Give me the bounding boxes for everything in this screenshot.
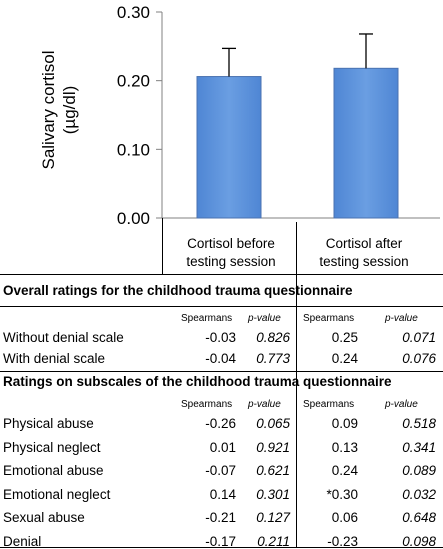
y-tick-label: 0.00 [117,209,150,228]
header-spearmans-2: Spearmans [303,313,355,324]
pvalue-after: 0.071 [402,330,436,345]
row-label: Sexual abuse [3,510,85,525]
spearmans-before: -0.07 [205,463,236,478]
pvalue-after: 0.341 [402,439,436,455]
bar-before [196,76,262,219]
section-subscale-title: Ratings on subscales of the childhood tr… [3,374,392,389]
pvalue-before: 0.127 [256,510,290,525]
spearmans-before: -0.17 [205,533,236,549]
y-tick-label: 0.20 [117,72,150,91]
spearmans-after: *0.30 [326,486,358,502]
header-pvalue-3: p-value [248,399,281,410]
spearmans-after: 0.06 [331,510,358,525]
pvalue-after: 0.032 [402,486,436,502]
category-label-after: Cortisol after testing session [300,235,428,271]
section-overall-title: Overall ratings for the childhood trauma… [3,283,353,298]
column-divider [296,222,297,548]
rule-bottom [0,547,443,548]
header-pvalue-4: p-value [385,399,418,410]
category-label-before-line1: Cortisol before [187,236,275,251]
spearmans-after: -0.23 [327,533,358,549]
y-axis-label-line2: (µg/dl) [60,86,79,135]
pvalue-before: 0.065 [256,416,290,431]
header-pvalue-2: p-value [385,313,418,324]
chart-table-left-divider [162,218,163,274]
pvalue-before: 0.921 [256,439,290,455]
pvalue-after: 0.518 [402,416,436,431]
row-label: Emotional abuse [3,463,104,478]
row-label: Physical abuse [3,416,94,431]
rule-2 [0,306,443,307]
header-spearmans-1: Spearmans [181,313,233,324]
pvalue-after: 0.648 [402,510,436,525]
bar-after [333,67,399,219]
rule-3 [0,371,443,372]
spearmans-after: 0.09 [331,416,358,431]
spearmans-before: -0.04 [205,351,236,366]
pvalue-before: 0.301 [256,486,290,502]
spearmans-before: 0.01 [209,439,236,455]
category-label-before-line2: testing session [186,254,276,269]
pvalue-before: 0.211 [257,533,290,549]
pvalue-before: 0.621 [256,463,290,478]
spearmans-after: 0.24 [331,463,358,478]
pvalue-after: 0.098 [402,533,436,549]
rule-1 [0,274,443,275]
header-spearmans-3: Spearmans [181,399,233,410]
spearmans-before: -0.03 [205,330,236,345]
spearmans-before: -0.21 [205,510,236,525]
spearmans-after: 0.13 [331,439,358,455]
row-label: With denial scale [3,351,106,366]
header-spearmans-4: Spearmans [303,399,355,410]
category-label-after-line2: testing session [319,254,409,269]
spearmans-after: 0.24 [331,351,358,366]
cortisol-bar-chart: Salivary cortisol (µg/dl) 0.00 0.10 0.20 0.… [39,3,440,228]
row-label: Emotional neglect [3,486,111,502]
header-pvalue-1: p-value [248,313,281,324]
category-label-before: Cortisol before testing session [170,235,292,271]
pvalue-after: 0.076 [402,351,436,366]
row-label: Physical neglect [3,439,101,455]
row-label: Denial [3,533,42,549]
y-tick-label: 0.30 [117,3,150,22]
y-tick-label: 0.10 [117,140,150,159]
row-label: Without denial scale [3,330,124,345]
pvalue-before: 0.826 [256,330,290,345]
spearmans-after: 0.25 [331,330,358,345]
pvalue-after: 0.089 [402,463,436,478]
spearmans-before: 0.14 [209,486,236,502]
pvalue-before: 0.773 [256,351,290,366]
spearmans-before: -0.26 [205,416,236,431]
y-axis-label-line1: Salivary cortisol [39,50,58,169]
category-label-after-line1: Cortisol after [325,236,403,251]
